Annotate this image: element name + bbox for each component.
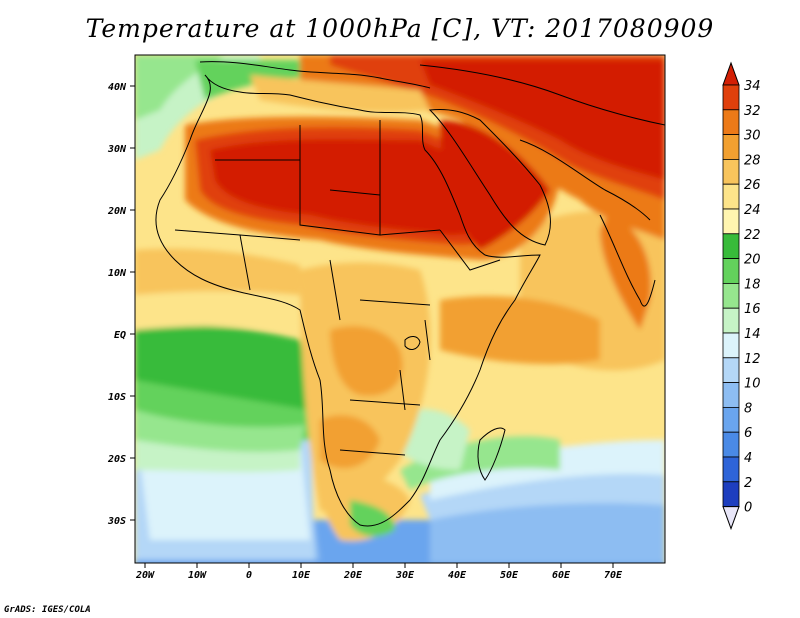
colorbar-label: 0 — [744, 501, 752, 516]
colorbar-box — [722, 134, 740, 160]
colorbar-label: 14 — [744, 327, 761, 342]
colorbar-label: 22 — [744, 228, 761, 243]
colorbar-label: 34 — [744, 79, 761, 94]
colorbar-label: 32 — [744, 104, 761, 119]
colorbar-box — [722, 84, 740, 111]
lon-label: 30E — [395, 570, 415, 581]
longitude-axis: 20W 10W 0 10E 20E 30E 40E 50E 60E 70E — [135, 563, 623, 581]
colorbar-box — [722, 332, 740, 359]
colorbar-box — [722, 282, 740, 309]
lon-label: 60E — [552, 570, 571, 581]
lat-label: 20S — [107, 454, 126, 465]
colorbar-box — [722, 456, 740, 483]
colorbar-label: 26 — [744, 178, 761, 193]
colorbar-box — [722, 183, 740, 210]
lat-label: 40N — [108, 82, 127, 93]
colorbar-box — [722, 233, 740, 260]
coastlines — [155, 61, 665, 527]
lon-label: 0 — [246, 570, 252, 581]
lat-label: 10N — [108, 268, 127, 279]
colorbar-box — [722, 431, 740, 458]
lon-label: 20W — [135, 570, 155, 581]
colorbar-box — [722, 158, 740, 185]
lon-label: 10E — [292, 570, 311, 581]
temperature-field — [135, 55, 665, 563]
colorbar-box — [722, 481, 740, 507]
colorbar-label: 4 — [744, 451, 752, 466]
colorbar-label: 20 — [744, 253, 761, 268]
lat-label: 10S — [108, 392, 126, 403]
colorbar-label: 2 — [744, 476, 752, 491]
colorbar-bottom-arrow — [722, 506, 740, 531]
lat-label: 20N — [107, 206, 127, 217]
colorbar-box — [722, 258, 740, 284]
colorbar-label: 10 — [744, 377, 761, 392]
latitude-axis: 40N 30N 20N 10N EQ 10S 20S 30S — [107, 82, 135, 527]
lon-label: 20E — [343, 570, 363, 581]
colorbar-top-arrow — [722, 61, 740, 86]
map-title: Temperature at 1000hPa [C], VT: 20170809… — [85, 14, 715, 43]
colorbar-box — [722, 357, 740, 383]
colorbar-box — [722, 109, 740, 136]
lon-label: 40E — [448, 570, 467, 581]
colorbar-label: 18 — [744, 277, 761, 292]
lon-label: 10W — [188, 570, 207, 581]
colorbar-box — [722, 208, 740, 235]
credit-text: GrADS: IGES/COLA — [4, 605, 91, 615]
colorbar-label: 30 — [744, 129, 761, 144]
colorbar-label: 24 — [744, 203, 761, 218]
map-frame — [134, 54, 666, 564]
colorbar-box — [722, 307, 740, 334]
lon-label: 70E — [604, 570, 623, 581]
colorbar-label: 16 — [744, 302, 761, 317]
lat-label: EQ — [114, 330, 126, 341]
colorbar-box — [722, 382, 740, 408]
colorbar-label: 8 — [744, 401, 752, 416]
colorbar-box — [722, 406, 740, 433]
colorbar-label: 6 — [744, 426, 752, 441]
colorbar-label: 12 — [744, 352, 761, 367]
lat-label: 30N — [107, 144, 127, 155]
colorbar-label: 28 — [744, 153, 761, 168]
lon-label: 50E — [500, 570, 519, 581]
lat-label: 30S — [107, 516, 126, 527]
